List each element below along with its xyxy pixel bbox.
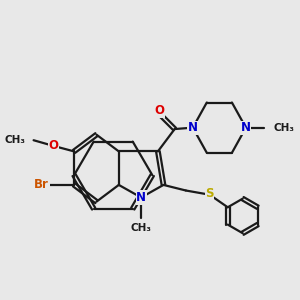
- Text: Br: Br: [34, 178, 49, 191]
- Text: O: O: [48, 139, 58, 152]
- Text: N: N: [241, 121, 251, 134]
- Text: CH₃: CH₃: [274, 123, 295, 133]
- Text: S: S: [205, 187, 214, 200]
- Text: N: N: [188, 121, 198, 134]
- Text: CH₃: CH₃: [4, 135, 25, 145]
- Text: CH₃: CH₃: [130, 223, 152, 233]
- Text: O: O: [154, 104, 164, 117]
- Text: N: N: [136, 191, 146, 204]
